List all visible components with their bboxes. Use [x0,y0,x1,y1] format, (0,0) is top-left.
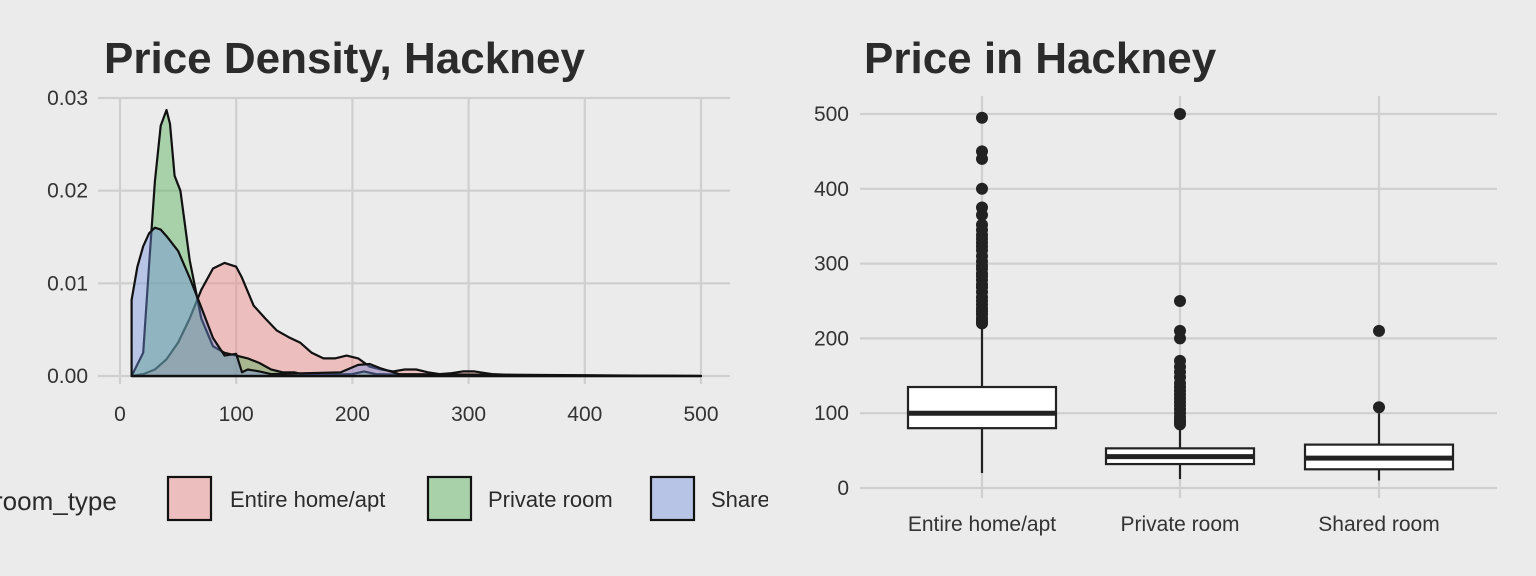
boxplot-chart-title: Price in Hackney [864,34,1217,83]
boxplot-y-tick-label: 400 [814,178,849,201]
legend-swatch-shared-room [649,475,696,522]
density-area-shared-room [130,226,703,378]
legend-label-shared-room: Shared room [711,487,838,512]
box-entire-home-apt [906,111,1058,474]
legend-label-private-room: Private room [488,487,613,512]
outlier-point [1373,324,1385,337]
density-chart-title: Price Density, Hackney [104,34,586,83]
density-x-tick-label: 400 [567,403,602,426]
boxplot-x-tick-labels: Entire home/apt Private room Shared room [908,513,1440,536]
box-iqr [906,385,1058,430]
density-x-tick-labels: 0 100 200 300 400 500 [114,403,718,426]
boxplot-y-tick-label: 200 [814,327,849,350]
outlier-point [1174,295,1186,307]
outlier-point [976,145,988,158]
legend-title: room_type [0,486,117,516]
density-chart: Price Density, Hackney 0.000.010.020.03 … [47,34,730,426]
boxplot-y-tick-labels: 0 100 200 300 400 500 [814,103,849,500]
legend-label-entire-home-apt: Entire home/apt [230,487,385,512]
density-x-tick-label: 300 [451,403,486,426]
boxplot-y-tick-label: 300 [814,253,849,276]
box-shared-room [1303,324,1455,481]
outlier-point [1174,354,1186,367]
density-y-tick-label: 0.02 [47,180,88,203]
outlier-point [1373,401,1385,414]
boxplot-y-tick-label: 500 [814,103,849,126]
outlier-point [1174,108,1186,120]
density-areas [130,108,703,378]
outlier-point [976,218,988,231]
boxplot-boxes [906,108,1455,481]
legend: room_type Entire home/apt Private room Sha… [0,475,838,522]
density-x-tick-label: 500 [683,403,718,426]
density-x-tick-label: 200 [335,403,370,426]
legend-swatch-private-room [426,475,473,522]
density-y-tick-label: 0.03 [47,87,88,110]
density-y-tick-label: 0.01 [47,272,88,295]
density-y-tick-labels: 0.00 0.01 0.02 0.03 [47,87,88,388]
boxplot-chart: Price in Hackney 0 100 200 300 400 500 Entire… [814,34,1497,536]
boxplot-y-tick-label: 100 [814,402,849,425]
density-y-tick-label: 0.00 [47,365,88,388]
boxplot-x-tick-label: Entire home/apt [908,513,1056,536]
legend-swatch-entire-home-apt [166,475,213,522]
density-x-tick-label: 0 [114,403,126,426]
outlier-point [1174,324,1186,337]
density-x-tick-label: 100 [219,403,254,426]
boxplot-y-tick-label: 0 [837,477,849,500]
boxplot-x-tick-label: Private room [1120,513,1239,536]
density-area-entire-home-apt [130,261,703,378]
boxplot-x-tick-label: Shared room [1318,513,1439,536]
box-private-room [1104,108,1256,480]
outlier-point [976,111,988,124]
outlier-point [976,201,988,214]
outlier-point [976,182,988,195]
